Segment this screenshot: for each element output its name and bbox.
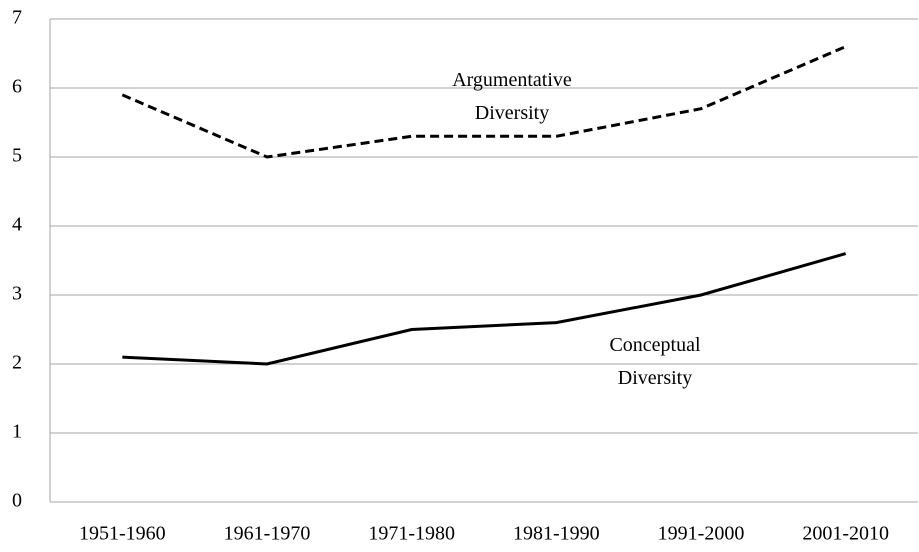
- series-label: Argumentative Diversity: [452, 69, 572, 124]
- x-tick-label: 1981-1990: [513, 523, 600, 545]
- x-tick-label: 1951-1960: [79, 523, 166, 545]
- y-tick-label: 7: [12, 7, 22, 29]
- y-tick-label: 0: [12, 490, 22, 512]
- series-label: Conceptual Diversity: [609, 334, 701, 389]
- y-tick-label: 1: [12, 421, 22, 443]
- series-line: [122, 252, 847, 366]
- y-tick-label: 3: [12, 283, 22, 305]
- y-tick-label: 5: [12, 145, 22, 167]
- y-tick-label: 2: [12, 352, 22, 374]
- series-line: [121, 45, 847, 159]
- x-tick-label: 1991-2000: [658, 523, 745, 545]
- y-tick-label: 6: [12, 76, 22, 98]
- x-tick-label: 1961-1970: [224, 523, 311, 545]
- x-tick-label: 1971-1980: [368, 523, 455, 545]
- x-tick-label: 2001-2010: [802, 523, 889, 545]
- y-tick-label: 4: [12, 214, 22, 236]
